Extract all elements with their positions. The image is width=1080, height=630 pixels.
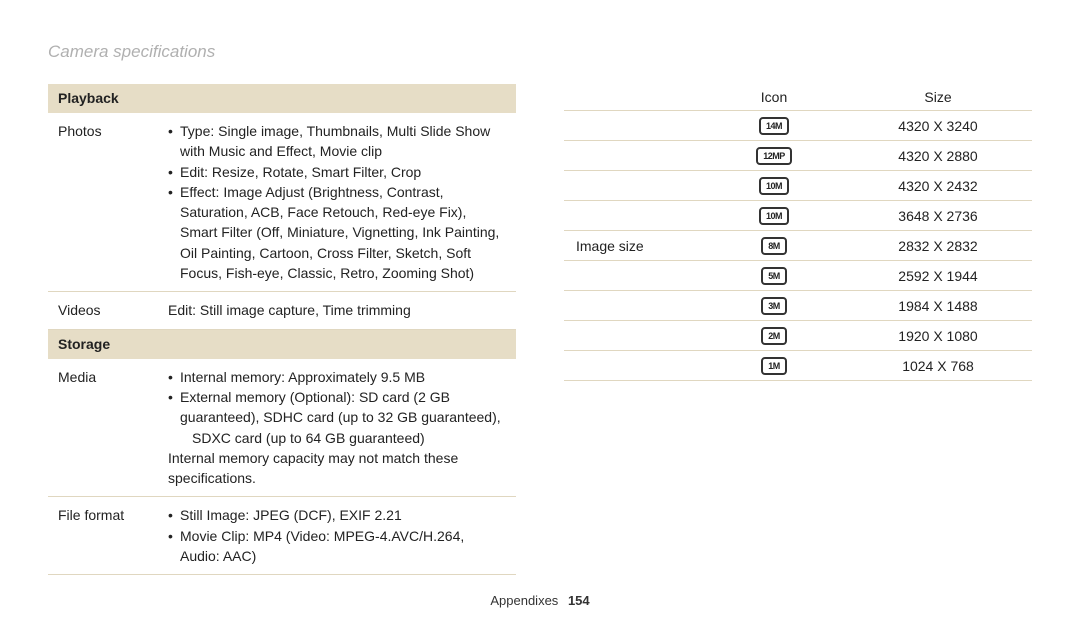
fileformat-still: Still Image: JPEG (DCF), EXIF 2.21 <box>168 505 506 525</box>
image-size-table: Icon Size 14M 4320 X 3240 12MP 4320 X 2880… <box>564 84 1032 381</box>
size-value: 2592 X 1944 <box>844 261 1032 291</box>
videos-label: Videos <box>48 292 158 329</box>
size-value: 3648 X 2736 <box>844 201 1032 231</box>
size-badge-icon: 3M <box>761 297 787 315</box>
size-badge-icon: 10M <box>759 177 789 195</box>
size-value: 1024 X 768 <box>844 351 1032 381</box>
page-footer: Appendixes 154 <box>0 593 1080 608</box>
media-internal: Internal memory: Approximately 9.5 MB <box>168 367 506 387</box>
size-value: 4320 X 3240 <box>844 111 1032 141</box>
photos-type: Type: Single image, Thumbnails, Multi Sl… <box>168 121 506 162</box>
photos-label: Photos <box>48 113 158 292</box>
right-column: Icon Size 14M 4320 X 3240 12MP 4320 X 2880… <box>564 84 1032 575</box>
icon-header: Icon <box>704 84 844 111</box>
size-value: 4320 X 2432 <box>844 171 1032 201</box>
photos-effect: Effect: Image Adjust (Brightness, Contra… <box>168 182 506 283</box>
footer-section: Appendixes <box>490 593 558 608</box>
fileformat-content: Still Image: JPEG (DCF), EXIF 2.21 Movie… <box>158 497 516 575</box>
photos-edit: Edit: Resize, Rotate, Smart Filter, Crop <box>168 162 506 182</box>
specs-table-left: Playback Photos Type: Single image, Thum… <box>48 84 516 575</box>
size-badge-icon: 14M <box>759 117 789 135</box>
size-value: 2832 X 2832 <box>844 231 1032 261</box>
media-content: Internal memory: Approximately 9.5 MB Ex… <box>158 358 516 497</box>
media-note: Internal memory capacity may not match t… <box>168 448 506 489</box>
size-badge-icon: 8M <box>761 237 787 255</box>
playback-header: Playback <box>48 84 516 113</box>
size-badge-icon: 10M <box>759 207 789 225</box>
media-label: Media <box>48 358 158 497</box>
fileformat-movie: Movie Clip: MP4 (Video: MPEG-4.AVC/H.264… <box>168 526 506 567</box>
page-title: Camera specifications <box>48 42 1032 62</box>
storage-header: Storage <box>48 329 516 358</box>
left-column: Playback Photos Type: Single image, Thum… <box>48 84 516 575</box>
size-value: 1920 X 1080 <box>844 321 1032 351</box>
videos-text: Edit: Still image capture, Time trimming <box>158 292 516 329</box>
footer-page-number: 154 <box>568 593 590 608</box>
fileformat-label: File format <box>48 497 158 575</box>
photos-content: Type: Single image, Thumbnails, Multi Sl… <box>158 113 516 292</box>
size-header: Size <box>844 84 1032 111</box>
size-badge-icon: 5M <box>761 267 787 285</box>
media-external: External memory (Optional): SD card (2 G… <box>168 387 506 448</box>
image-size-label: Image size <box>564 231 704 261</box>
size-value: 1984 X 1488 <box>844 291 1032 321</box>
size-value: 4320 X 2880 <box>844 141 1032 171</box>
size-badge-icon: 1M <box>761 357 787 375</box>
size-badge-icon: 2M <box>761 327 787 345</box>
size-badge-icon: 12MP <box>756 147 792 165</box>
